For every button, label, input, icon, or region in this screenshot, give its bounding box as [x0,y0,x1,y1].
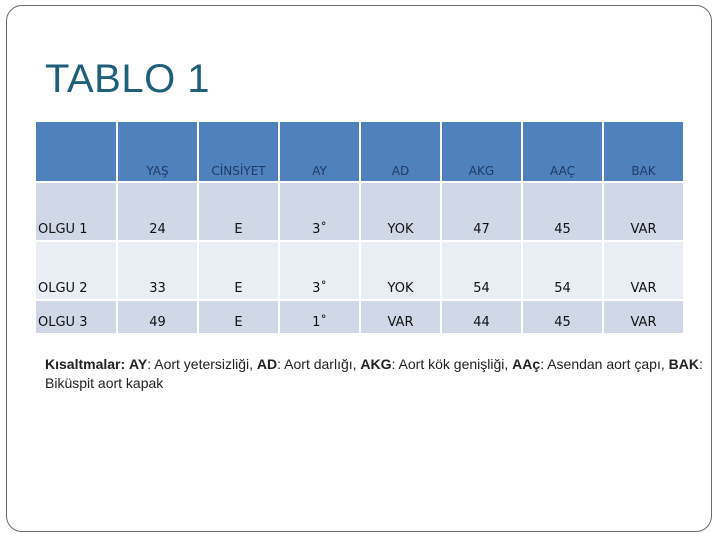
table-cell: 45 [522,182,604,242]
header-cell-aac: AAÇ [522,122,604,183]
abbreviations-note: Kısaltmalar: AY: Aort yetersizliği, AD: … [45,355,705,393]
table-cell: 3˚ [279,241,361,301]
table-row: OLGU 3 49 E 1˚ VAR 44 45 VAR [36,300,685,335]
abbr-ay-text: : Aort yetersizliği, [147,356,257,372]
table-cell: 54 [522,241,604,301]
table-cell: E [198,300,280,335]
table-cell: VAR [360,300,442,335]
table-cell: 3˚ [279,182,361,242]
abbr-aac-text: : Asendan aort çapı, [540,356,669,372]
table-cell: 1˚ [279,300,361,335]
table-cell: 24 [117,182,199,242]
table-cell: 44 [441,300,523,335]
table-cell: YOK [360,182,442,242]
table-row: OLGU 1 24 E 3˚ YOK 47 45 VAR [36,182,685,242]
table-cell: OLGU 2 [36,241,118,301]
slide-title: TABLO 1 [45,57,211,101]
table-row: OLGU 2 33 E 3˚ YOK 54 54 VAR [36,241,685,301]
abbr-ad: AD [256,356,278,372]
abbr-akg-text: : Aort kök genişliği, [391,356,513,372]
abbr-bak-text: : Biküspit aort kapak [45,356,703,391]
data-table: YAŞ CİNSİYET AY AD AKG AAÇ BAK OLGU 1 24… [36,122,685,335]
abbr-akg: AKG [360,356,392,372]
header-cell-cinsiyet: CİNSİYET [198,122,280,183]
abbr-ad-text: : Aort darlığı, [277,356,361,372]
abbr-ay: AY [129,356,148,372]
table-cell: OLGU 3 [36,300,118,335]
table-cell: E [198,182,280,242]
table-cell: OLGU 1 [36,182,118,242]
table-cell: VAR [603,300,685,335]
table-cell: 49 [117,300,199,335]
abbr-bak: BAK [668,356,699,372]
table-cell: VAR [603,241,685,301]
abbreviations-lead: Kısaltmalar: [45,356,126,372]
abbr-aac: AAç [512,356,541,372]
header-cell-ad: AD [360,122,442,183]
header-cell-blank [36,122,118,183]
table-cell: YOK [360,241,442,301]
table-cell: 47 [441,182,523,242]
table-header-row: YAŞ CİNSİYET AY AD AKG AAÇ BAK [36,122,685,183]
table-cell: VAR [603,182,685,242]
header-cell-yas: YAŞ [117,122,199,183]
header-cell-bak: BAK [603,122,685,183]
table-cell: E [198,241,280,301]
header-cell-akg: AKG [441,122,523,183]
table-cell: 33 [117,241,199,301]
table-cell: 54 [441,241,523,301]
table-cell: 45 [522,300,604,335]
header-cell-ay: AY [279,122,361,183]
